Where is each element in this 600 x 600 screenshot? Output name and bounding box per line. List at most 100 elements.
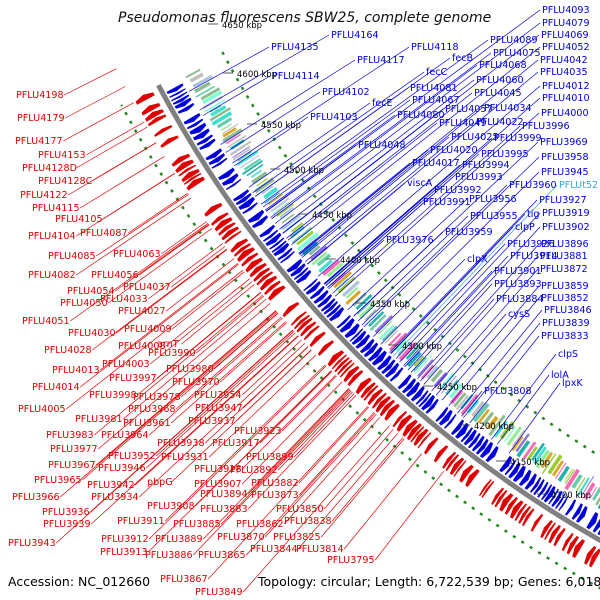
feature-block [381,325,398,342]
feature-block [225,133,241,145]
ruler-tick-label: 4350 kbp [370,300,410,310]
feature-block [430,369,444,383]
gene-label-reverse: PFLU4045 [474,88,522,99]
gene-label-forward: PFLU4027 [118,306,166,317]
gene-label-forward: PFLU3938 [157,438,205,449]
feature-block [439,372,456,390]
feature-block [264,192,280,204]
reverse-leader-line [225,91,321,153]
gene-label-reverse: PFLU4093 [542,5,590,16]
reverse-leader-line [347,198,468,311]
reverse-leader-line [420,298,495,382]
forward-leader-line [114,224,210,292]
reverse-gene [271,240,287,253]
feature-block [308,245,321,256]
forward-leader-line [97,303,271,450]
gene-label-forward: PFLU3965 [34,475,82,486]
gene-label-forward: PFLU4014 [32,382,80,393]
gene-label-forward: PFLU3967 [48,460,96,471]
feature-block [583,482,596,500]
feature-block [232,146,250,159]
forward-gene [355,377,372,395]
gene-label-forward: PFLU4009 [124,324,172,335]
feature-block [533,446,547,465]
gene-label-reverse: PFLU3872 [540,264,588,275]
forward-leader-line [259,371,333,444]
forward-gene [509,500,524,519]
reverse-leader-line [380,258,466,345]
reverse-leader-line [199,34,330,111]
reverse-leader-line [271,64,478,220]
forward-gene [268,285,286,301]
feature-block [195,85,215,98]
gene-label-forward: PFLU4105 [55,214,103,225]
forward-leader-line [170,246,226,288]
reverse-gene [323,301,338,315]
feature-block [414,354,433,374]
feature-block [515,433,530,453]
gene-label-forward: PFLU3977 [50,444,98,455]
forward-gene [327,350,345,367]
reverse-gene [320,298,336,312]
reverse-gene [524,473,537,490]
gene-label-reverse: PFLU3808 [484,386,532,397]
feature-block [541,453,557,474]
gene-label-forward: PFLU4128C [38,176,93,187]
reverse-gene [349,328,364,342]
gene-label-forward: PFLU3934 [91,492,139,503]
feature-block [281,213,295,224]
gene-label-forward: PFLU3814 [296,544,344,555]
feature-block [280,213,301,231]
gene-label-reverse: PFLU4080 [397,110,445,121]
feature-block [232,148,251,161]
feature-block [592,487,600,501]
forward-gene [465,469,480,487]
reverse-gene [259,224,275,238]
feature-block [506,426,522,446]
reverse-gene [592,518,600,533]
feature-block [412,356,428,372]
reverse-gene [359,338,375,354]
feature-block [328,268,344,283]
gene-label-forward: PFLU3997 [109,373,157,384]
feature-block [335,278,349,290]
reverse-leader-line [255,87,409,197]
forward-gene [282,302,300,318]
gene-label-reverse: PFLU3999 [494,133,542,144]
feature-block [331,271,346,286]
forward-gene [445,454,460,472]
gene-features [135,68,600,573]
forward-gene [135,92,155,105]
reverse-gene [541,484,553,501]
reverse-leader-line [324,137,493,285]
gene-label-forward: PFLU4003 [102,359,150,370]
forward-gene [290,311,307,326]
forward-gene [453,460,467,477]
forward-leader-line [76,173,175,237]
reverse-leader-line [353,231,444,317]
feature-block [397,342,411,356]
forward-leader-line [245,412,376,556]
gene-label-forward: PFLU3892 [230,465,278,476]
forward-leader-line [160,221,208,255]
gene-label-forward: PFLU3795 [327,555,375,566]
feature-block [378,320,393,335]
reverse-gene [280,251,295,264]
feature-block [357,300,372,315]
forward-gene [309,331,326,347]
gene-label-reverse: PFLU4081 [410,83,458,94]
reverse-gene [221,173,239,186]
forward-gene [343,366,360,383]
gene-label-reverse: PFLU4042 [540,55,588,66]
forward-leader-line [95,310,277,466]
forward-leader-line [75,126,148,169]
forward-leader-line [171,271,245,330]
reverse-leader-line [286,92,473,239]
forward-gene [296,317,313,333]
reverse-leader-line [435,313,507,396]
forward-leader-line [281,375,337,432]
reverse-leader-line [323,164,461,284]
gene-label-forward: PFLU3923 [234,426,282,437]
reverse-gene [205,148,223,161]
forward-leader-line [86,121,145,156]
